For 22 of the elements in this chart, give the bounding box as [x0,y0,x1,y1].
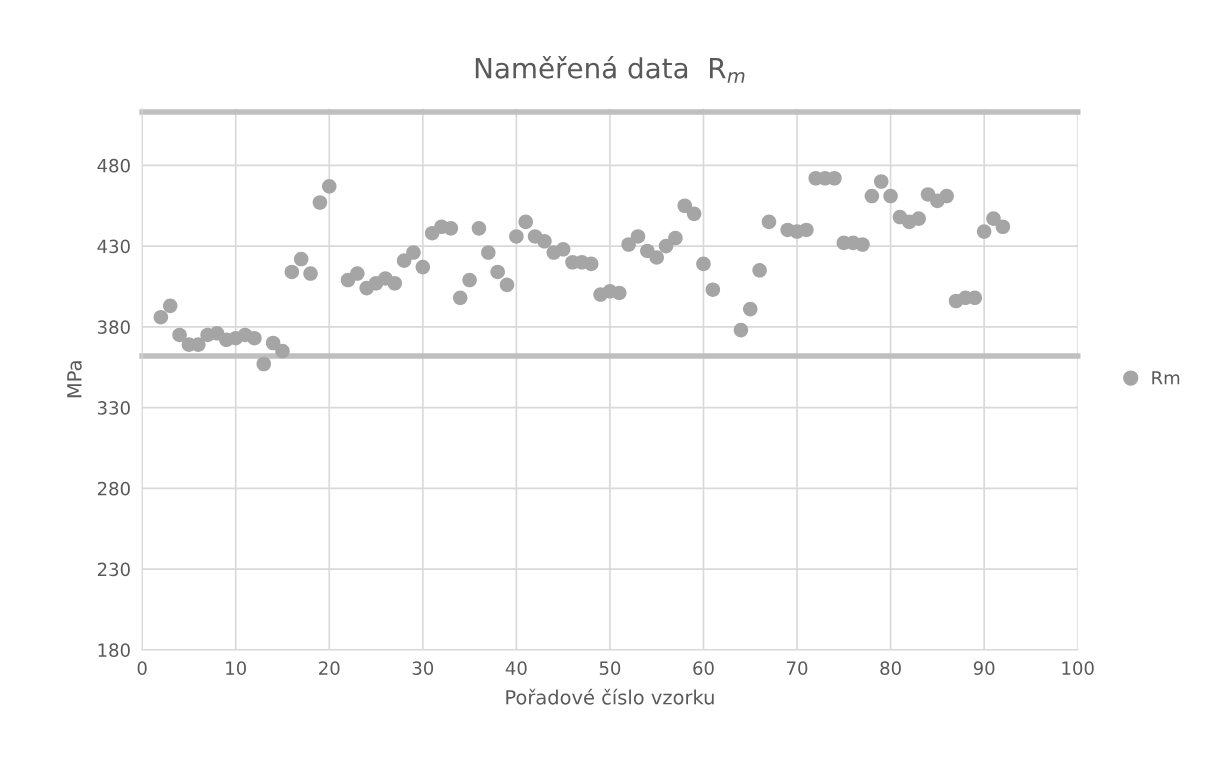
x-axis-title: Pořadové číslo vzorku [506,688,714,705]
x-tick-label: 0 [137,661,147,675]
x-tick-label: 30 [412,661,434,675]
x-tick-label: 60 [693,661,714,675]
y-tick-label: 230 [97,562,130,577]
x-tick-label: 40 [505,661,527,675]
legend-label: Rm [1152,371,1180,385]
x-tick-label: 20 [319,661,340,675]
x-tick-label: 100 [1062,661,1094,675]
y-tick-label: 380 [97,320,130,334]
x-tick-label: 50 [599,661,621,675]
x-tick-label: 10 [226,661,246,675]
y-tick-label: 180 [98,643,130,658]
y-tick-label: 480 [97,158,130,173]
chart-title: Naměřená data R$_{m}$ [475,56,745,83]
y-tick-label: 330 [97,401,130,415]
y-tick-label: 280 [97,481,130,496]
y-axis-title: MPa [67,361,82,398]
x-tick-label: 80 [880,661,901,675]
x-tick-label: 90 [973,661,995,675]
x-tick-label: 70 [787,661,808,675]
y-tick-label: 430 [97,239,130,254]
